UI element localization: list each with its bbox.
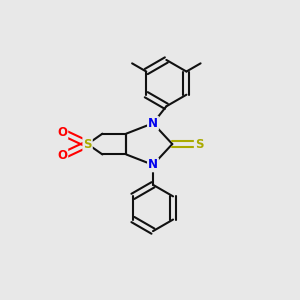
Text: O: O xyxy=(57,149,67,162)
Text: N: N xyxy=(148,158,158,171)
Text: O: O xyxy=(57,126,67,139)
Text: N: N xyxy=(148,117,158,130)
Text: S: S xyxy=(83,138,92,151)
Text: S: S xyxy=(195,138,203,151)
